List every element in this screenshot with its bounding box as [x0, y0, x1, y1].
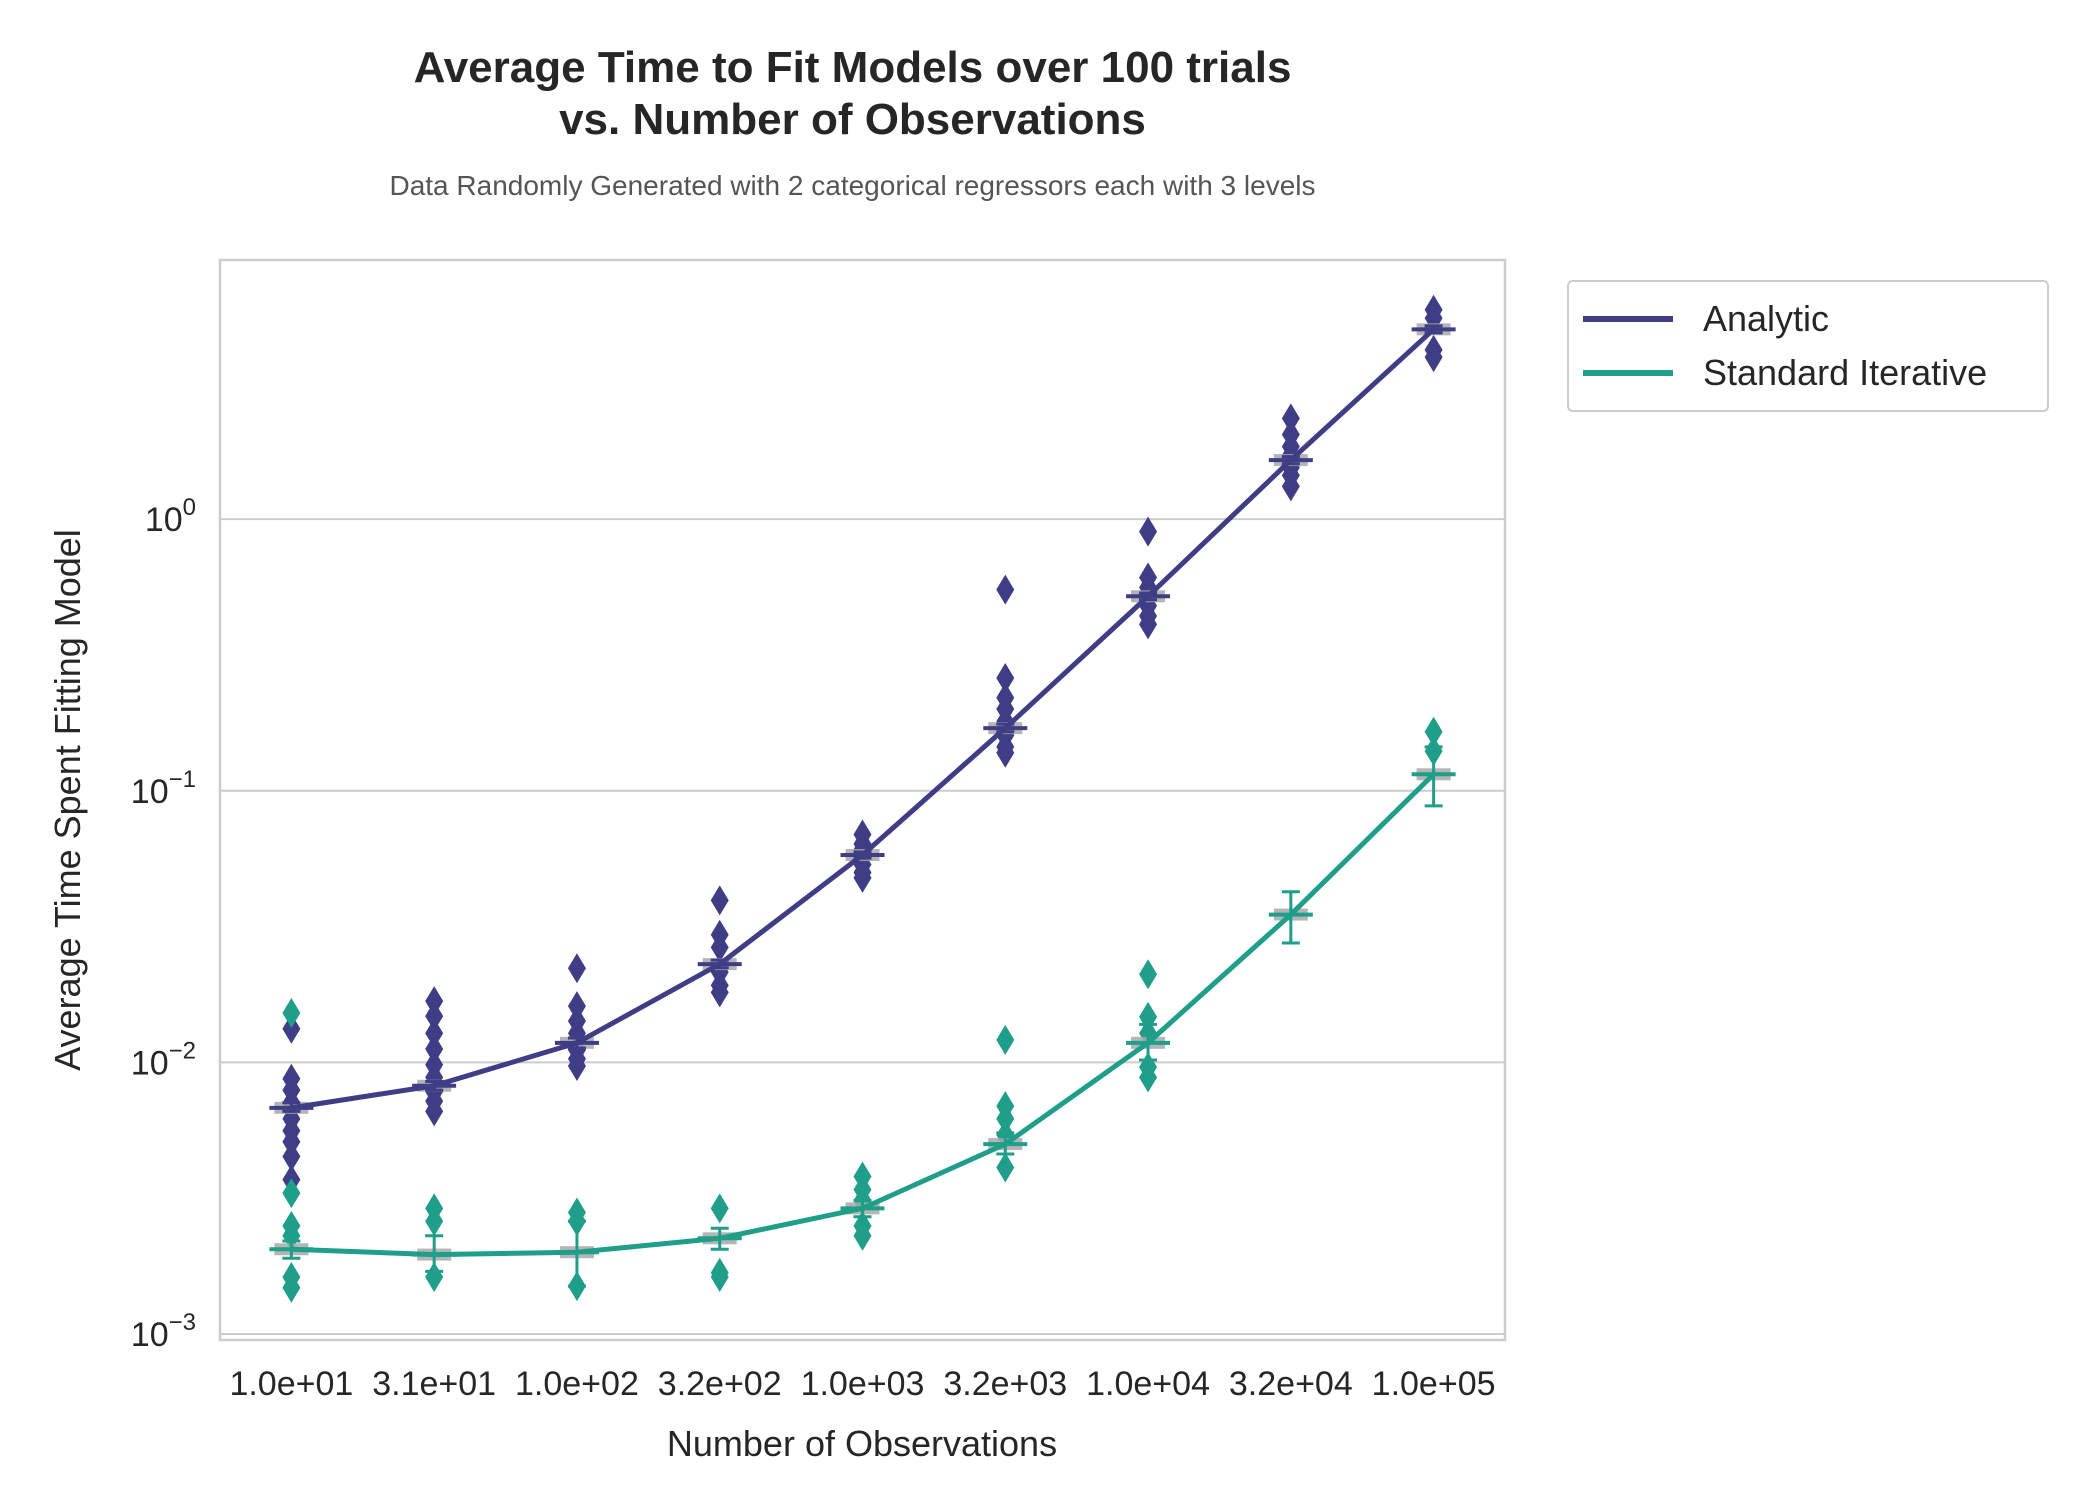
outlier-points: [282, 294, 1443, 1303]
x-tick-label: 1.0e+03: [801, 1365, 925, 1403]
analytic-outlier-point: [567, 1050, 586, 1081]
legend-swatch-standard-iterative: [1583, 370, 1673, 376]
chart-title: Average Time to Fit Models over 100 tria…: [200, 42, 1505, 146]
analytic-outlier-point: [425, 1033, 444, 1064]
standard-iterative-outlier-point: [1424, 716, 1443, 747]
error-bars: [274, 323, 1451, 1288]
standard-iterative-outlier-point: [1139, 959, 1158, 990]
standard-iterative-outlier-point: [282, 1272, 301, 1303]
y-tick-label: 100: [145, 494, 196, 539]
x-tick-label: 3.1e+01: [372, 1365, 496, 1403]
standard-iterative-outlier-point: [710, 1262, 729, 1293]
analytic-outlier-point: [710, 977, 729, 1008]
standard-iterative-outlier-point: [996, 1103, 1015, 1134]
standard-iterative-outlier-point: [282, 1178, 301, 1209]
analytic-outlier-point: [1424, 342, 1443, 373]
axis-ticks: 10−3 10−2 10−1 100 1.0e+01 3.1e+01 1.0e+02 3.2e…: [131, 494, 1496, 1403]
legend-swatch-analytic: [1583, 316, 1673, 322]
y-tick-label: 10−2: [131, 1037, 196, 1082]
standard-iterative-outlier-point: [425, 1206, 444, 1237]
x-tick-label: 1.0e+04: [1086, 1365, 1210, 1403]
x-axis-label: Number of Observations: [667, 1423, 1057, 1464]
analytic-outlier-point: [996, 574, 1015, 605]
analytic-outlier-point: [710, 885, 729, 916]
legend-item-standard-iterative: Standard Iterative: [1583, 348, 1987, 398]
analytic-outlier-point: [996, 663, 1015, 694]
analytic-outlier-point: [567, 953, 586, 984]
x-tick-label: 1.0e+01: [229, 1365, 353, 1403]
legend-item-analytic: Analytic: [1583, 294, 1829, 344]
plot-area-frame: [218, 258, 1507, 1342]
analytic-outlier-point: [425, 1018, 444, 1049]
x-tick-label: 1.0e+05: [1372, 1365, 1496, 1403]
x-tick-label: 3.2e+02: [658, 1365, 782, 1403]
x-tick-label: 1.0e+02: [515, 1365, 639, 1403]
standard-iterative-outlier-point: [853, 1220, 872, 1251]
standard-iterative-outlier-point: [282, 997, 301, 1028]
analytic-outlier-point: [710, 932, 729, 963]
analytic-outlier-point: [1139, 609, 1158, 640]
chart-title-line-1: Average Time to Fit Models over 100 tria…: [413, 43, 1292, 92]
standard-iterative-outlier-point: [425, 1262, 444, 1293]
series-lines: [269, 326, 1456, 1258]
analytic-outlier-point: [425, 1001, 444, 1032]
legend-label-standard-iterative: Standard Iterative: [1703, 352, 1988, 393]
analytic-outlier-point: [996, 737, 1015, 768]
x-tick-label: 3.2e+03: [943, 1365, 1067, 1403]
y-axis-label: Average Time Spent Fitting Model: [47, 529, 88, 1071]
standard-iterative-outlier-point: [710, 1193, 729, 1224]
chart-subtitle: Data Randomly Generated with 2 categoric…: [389, 170, 1316, 201]
legend-label-analytic: Analytic: [1703, 298, 1830, 339]
analytic-line: [288, 326, 1437, 1111]
x-tick-label: 3.2e+04: [1229, 1365, 1353, 1403]
analytic-outlier-point: [853, 862, 872, 893]
analytic-outlier-point: [282, 1013, 301, 1044]
y-tick-label: 10−3: [131, 1309, 196, 1354]
analytic-outlier-point: [425, 1096, 444, 1127]
analytic-outlier-point: [1281, 471, 1300, 502]
legend: Analytic Standard Iterative: [1567, 280, 2049, 412]
analytic-outlier-point: [282, 1141, 301, 1172]
chart-title-line-2: vs. Number of Observations: [559, 95, 1146, 144]
standard-iterative-outlier-point: [996, 1024, 1015, 1055]
analytic-outlier-point: [1281, 403, 1300, 434]
standard-iterative-outlier-point: [996, 1152, 1015, 1183]
analytic-outlier-point: [1139, 516, 1158, 547]
standard-iterative-outlier-point: [1139, 1062, 1158, 1093]
standard-iterative-outlier-point: [282, 1220, 301, 1251]
y-tick-label: 10−1: [131, 766, 196, 811]
